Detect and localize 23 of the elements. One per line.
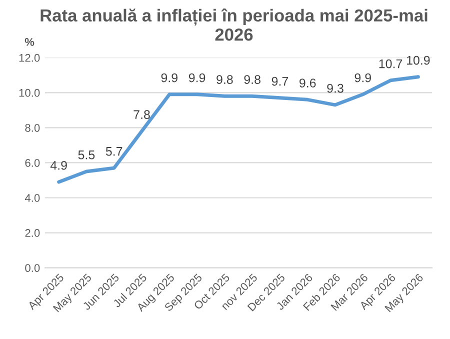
data-label: 9.3 <box>327 84 344 93</box>
data-label: 10.9 <box>406 56 430 65</box>
data-label: 9.7 <box>272 76 288 86</box>
data-label: 9.6 <box>300 78 316 88</box>
data-label: 10.7 <box>379 59 402 68</box>
data-label: 9.8 <box>244 75 260 84</box>
y-tick-label: 2.0 <box>25 229 40 237</box>
data-label: 9.8 <box>216 75 233 84</box>
y-tick-label: 8.0 <box>25 124 40 132</box>
y-tick-label: 4.0 <box>24 194 40 202</box>
data-label: 5.5 <box>78 150 95 160</box>
data-label: 5.7 <box>106 147 122 156</box>
data-label: 4.9 <box>50 160 67 170</box>
chart-title: Rata anuală a inflației în perioada mai 2025-mai 2026 <box>40 8 428 41</box>
y-tick-label: 6.0 <box>25 158 40 167</box>
data-label: 9.9 <box>188 73 206 82</box>
y-tick-label: 12.0 <box>19 54 40 62</box>
data-label: 9.9 <box>354 73 371 82</box>
data-label: 7.8 <box>134 110 150 119</box>
y-tick-label: 10.0 <box>19 88 40 97</box>
y-tick-label: 0.0 <box>25 264 40 272</box>
data-label: 9.9 <box>161 73 178 82</box>
y-axis-title: % <box>24 38 34 46</box>
